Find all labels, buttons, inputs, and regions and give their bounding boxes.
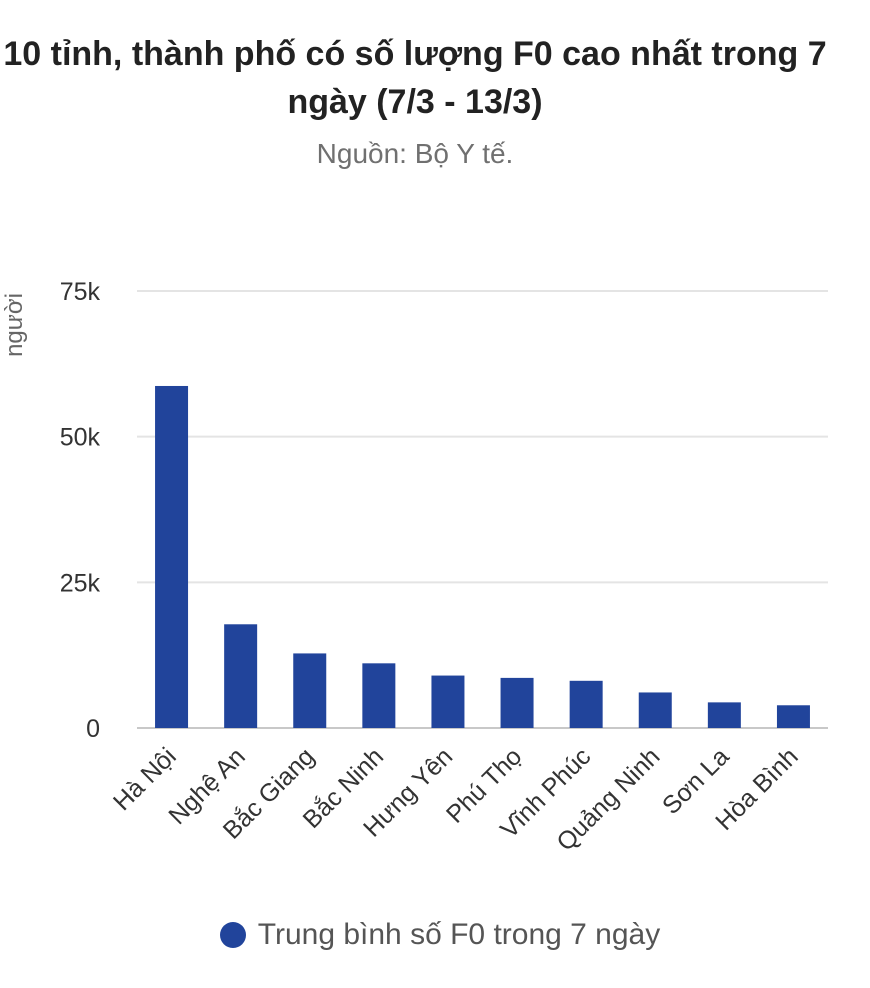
y-tick-label: 75k: [60, 278, 101, 306]
legend-marker: [219, 922, 246, 948]
bars: [155, 385, 810, 728]
bar[interactable]: [707, 702, 741, 728]
y-axis-ticks: 0 25k 50k 75k: [60, 278, 101, 743]
chart-title: 10 tỉnh, thành phố có số lượng F0 cao nh…: [3, 35, 827, 121]
bar[interactable]: [569, 680, 603, 728]
legend[interactable]: Trung bình số F0 trong 7 ngày: [0, 918, 870, 952]
chart-subtitle: Nguồn: Bộ Y tế.: [316, 138, 514, 169]
y-tick-label: 50k: [60, 424, 101, 452]
y-tick-label: 0: [86, 715, 100, 743]
y-axis-label: người: [1, 293, 28, 357]
bar[interactable]: [362, 663, 396, 728]
bar[interactable]: [776, 705, 810, 728]
bar[interactable]: [500, 677, 534, 728]
bar[interactable]: [293, 653, 327, 728]
bar[interactable]: [224, 624, 258, 728]
bar[interactable]: [638, 692, 672, 728]
bar[interactable]: [431, 675, 465, 728]
bar[interactable]: [155, 385, 189, 728]
legend-label: Trung bình số F0 trong 7 ngày: [257, 918, 661, 951]
y-tick-label: 25k: [60, 569, 101, 597]
